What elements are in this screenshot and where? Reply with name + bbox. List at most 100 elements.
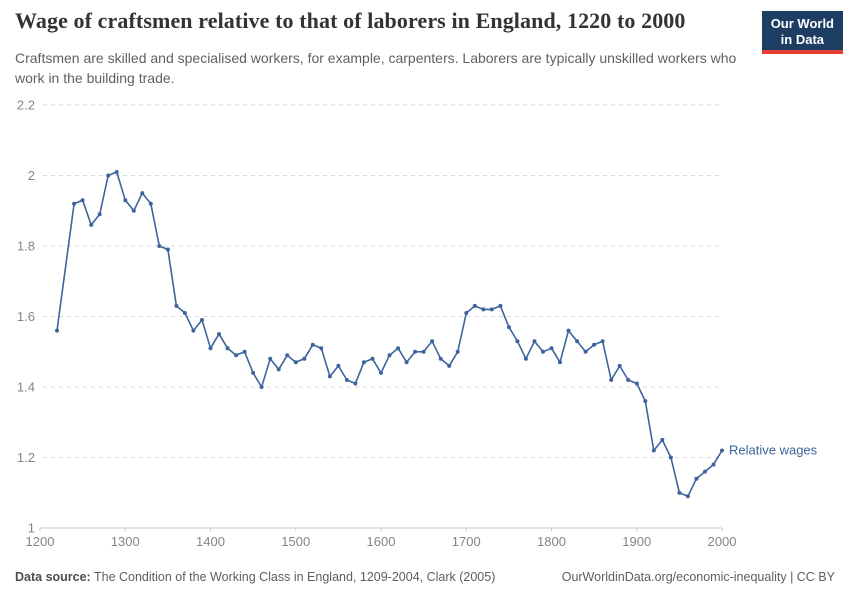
page-title: Wage of craftsmen relative to that of la… bbox=[15, 8, 686, 33]
data-point[interactable] bbox=[387, 353, 392, 358]
owid-logo[interactable]: Our World in Data bbox=[761, 11, 843, 55]
data-point[interactable] bbox=[370, 356, 375, 361]
data-point[interactable] bbox=[97, 212, 102, 217]
y-tick-label: 1.8 bbox=[17, 239, 35, 254]
data-point[interactable] bbox=[677, 490, 682, 495]
x-tick-label: 1700 bbox=[452, 534, 481, 549]
data-point[interactable] bbox=[251, 370, 256, 375]
data-point[interactable] bbox=[276, 367, 281, 372]
data-point[interactable] bbox=[217, 332, 221, 337]
data-point[interactable] bbox=[327, 374, 332, 379]
data-point[interactable] bbox=[200, 318, 204, 322]
data-point[interactable] bbox=[541, 349, 545, 354]
data-source-text: The Condition of the Working Class in En… bbox=[90, 570, 496, 584]
data-point[interactable] bbox=[234, 353, 239, 358]
data-point[interactable] bbox=[285, 353, 290, 358]
x-tick-label: 1500 bbox=[281, 534, 310, 549]
data-point[interactable] bbox=[55, 328, 59, 333]
data-point[interactable] bbox=[455, 349, 460, 354]
data-point[interactable] bbox=[651, 448, 656, 453]
data-point[interactable] bbox=[685, 494, 690, 499]
data-point[interactable] bbox=[225, 346, 230, 351]
data-point[interactable] bbox=[720, 448, 724, 453]
data-point[interactable] bbox=[157, 244, 162, 248]
data-point[interactable] bbox=[114, 170, 119, 174]
data-point[interactable] bbox=[174, 303, 179, 308]
data-point[interactable] bbox=[344, 378, 349, 382]
x-tick-label: 2000 bbox=[708, 534, 737, 549]
data-point[interactable] bbox=[140, 191, 145, 196]
data-point[interactable] bbox=[600, 339, 605, 344]
data-point[interactable] bbox=[106, 173, 111, 178]
data-point[interactable] bbox=[413, 349, 418, 354]
data-point[interactable] bbox=[361, 360, 366, 365]
x-tick-label: 1300 bbox=[111, 534, 140, 549]
data-point[interactable] bbox=[80, 198, 85, 203]
y-tick-label: 1.6 bbox=[17, 309, 35, 324]
x-tick-label: 1900 bbox=[622, 534, 651, 549]
data-point[interactable] bbox=[148, 201, 153, 206]
data-point[interactable] bbox=[421, 349, 426, 354]
data-point[interactable] bbox=[353, 381, 358, 386]
data-point[interactable] bbox=[191, 328, 196, 333]
data-point[interactable] bbox=[703, 469, 707, 474]
y-tick-label: 1.4 bbox=[17, 380, 35, 395]
data-point[interactable] bbox=[566, 328, 571, 333]
data-point[interactable] bbox=[532, 339, 537, 344]
data-point[interactable] bbox=[498, 303, 503, 308]
data-point[interactable] bbox=[575, 339, 580, 344]
data-point[interactable] bbox=[123, 198, 128, 203]
data-point[interactable] bbox=[447, 363, 452, 368]
data-point[interactable] bbox=[549, 346, 554, 351]
data-point[interactable] bbox=[319, 346, 324, 351]
data-point[interactable] bbox=[89, 222, 94, 227]
data-point[interactable] bbox=[472, 303, 477, 308]
data-point[interactable] bbox=[515, 339, 520, 344]
data-point[interactable] bbox=[182, 311, 187, 315]
data-point[interactable] bbox=[506, 325, 511, 330]
data-point[interactable] bbox=[711, 462, 716, 467]
data-point[interactable] bbox=[558, 360, 562, 365]
data-point[interactable] bbox=[259, 385, 264, 389]
data-point[interactable] bbox=[609, 378, 614, 382]
data-point[interactable] bbox=[592, 342, 597, 347]
data-point[interactable] bbox=[617, 363, 622, 368]
data-point[interactable] bbox=[489, 307, 494, 312]
owid-logo-line1: Our World bbox=[770, 16, 834, 31]
owid-logo-line2: in Data bbox=[780, 31, 825, 47]
data-point[interactable] bbox=[165, 247, 170, 252]
data-point[interactable] bbox=[379, 370, 383, 375]
data-point[interactable] bbox=[583, 349, 588, 354]
data-point[interactable] bbox=[72, 201, 77, 206]
data-point[interactable] bbox=[668, 455, 673, 460]
data-point[interactable] bbox=[438, 356, 443, 361]
data-source-label: Data source: bbox=[15, 570, 91, 584]
data-point[interactable] bbox=[396, 346, 401, 351]
data-point[interactable] bbox=[523, 356, 528, 361]
data-point[interactable] bbox=[302, 356, 307, 361]
data-point[interactable] bbox=[481, 307, 486, 312]
data-point[interactable] bbox=[634, 381, 639, 386]
data-point[interactable] bbox=[242, 349, 247, 354]
series-end-label[interactable]: Relative wages bbox=[729, 442, 818, 457]
data-point[interactable] bbox=[310, 342, 315, 347]
data-point[interactable] bbox=[404, 360, 409, 365]
data-point[interactable] bbox=[643, 399, 648, 404]
data-point[interactable] bbox=[660, 437, 665, 442]
chart-subtitle: Craftsmen are skilled and specialised wo… bbox=[15, 50, 737, 87]
data-point[interactable] bbox=[626, 378, 631, 382]
data-point[interactable] bbox=[131, 208, 136, 213]
data-point[interactable] bbox=[336, 363, 341, 368]
data-source: Data source: The Condition of the Workin… bbox=[15, 570, 495, 584]
owid-link[interactable]: OurWorldinData.org/economic-inequality |… bbox=[561, 570, 835, 584]
data-point[interactable] bbox=[208, 346, 213, 351]
data-point[interactable] bbox=[293, 360, 298, 365]
data-point[interactable] bbox=[694, 476, 699, 481]
data-point[interactable] bbox=[464, 311, 469, 315]
relative-wages-line[interactable] bbox=[56, 171, 723, 498]
x-tick-label: 1200 bbox=[26, 534, 55, 549]
data-point[interactable] bbox=[268, 356, 273, 361]
data-point[interactable] bbox=[430, 339, 435, 344]
x-tick-label: 1600 bbox=[367, 534, 396, 549]
